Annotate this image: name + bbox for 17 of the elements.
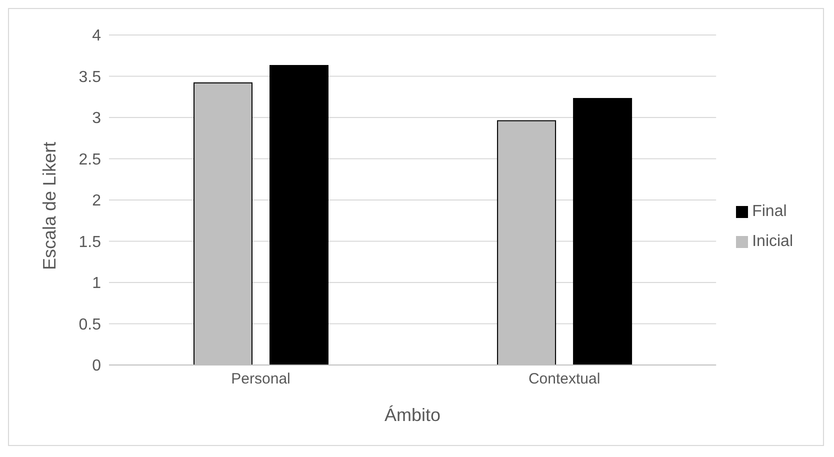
y-tick-label: 1	[92, 275, 102, 292]
x-axis-title: Ámbito	[384, 405, 441, 425]
y-tick-label: 2.5	[78, 151, 102, 168]
bar	[269, 65, 328, 365]
y-axis-title: Escala de Likert	[39, 142, 60, 270]
y-tick-label: 3.5	[78, 68, 102, 86]
y-tick-label: 0	[92, 358, 102, 375]
y-tick-label: 4	[92, 28, 102, 45]
y-tick-label: 3	[92, 110, 102, 128]
y-tick-label: 1.5	[78, 234, 102, 251]
x-tick-label: Contextual	[528, 370, 600, 388]
bar	[573, 98, 632, 365]
legend-label: Inicial	[752, 233, 793, 250]
legend-label: Final	[752, 203, 787, 220]
y-tick-label: 2	[92, 192, 102, 210]
y-tick-label: 0.5	[78, 316, 102, 334]
x-tick-label: Personal	[231, 370, 290, 388]
